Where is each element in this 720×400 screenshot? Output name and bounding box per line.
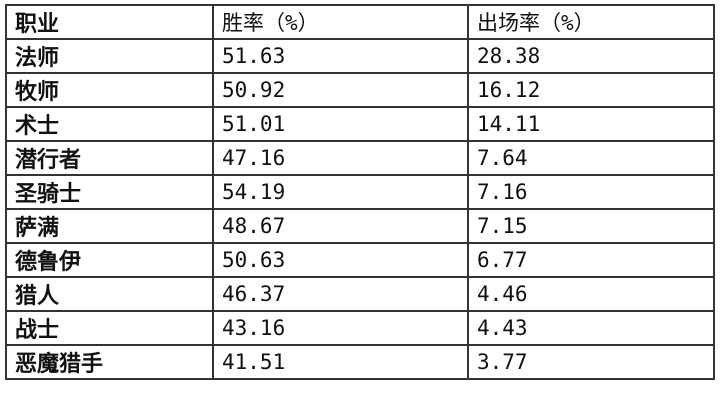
win-rate-cell: 48.67 xyxy=(212,208,469,244)
class-name-cell: 法师 xyxy=(5,38,214,74)
class-name-cell: 萨满 xyxy=(5,208,214,244)
play-rate-cell: 4.43 xyxy=(467,310,715,346)
win-rate-cell: 46.37 xyxy=(212,276,469,312)
header-play-rate: 出场率（%） xyxy=(467,4,715,40)
class-name-cell: 猎人 xyxy=(5,276,214,312)
header-row: 职业 胜率（%） 出场率（%） xyxy=(5,4,715,40)
table-row: 战士 43.16 4.43 xyxy=(5,310,715,346)
header-win-rate: 胜率（%） xyxy=(212,4,469,40)
win-rate-cell: 50.63 xyxy=(212,242,469,278)
class-stats-table: 职业 胜率（%） 出场率（%） 法师 51.63 28.38 牧师 50.92 16.12… xyxy=(5,4,715,380)
table-row: 法师 51.63 28.38 xyxy=(5,38,715,74)
table-row: 恶魔猎手 41.51 3.77 xyxy=(5,344,715,380)
table-row: 潜行者 47.16 7.64 xyxy=(5,140,715,176)
play-rate-cell: 3.77 xyxy=(467,344,715,380)
class-name-cell: 德鲁伊 xyxy=(5,242,214,278)
win-rate-cell: 50.92 xyxy=(212,72,469,108)
header-class: 职业 xyxy=(5,4,214,40)
play-rate-cell: 7.64 xyxy=(467,140,715,176)
play-rate-cell: 16.12 xyxy=(467,72,715,108)
table-row: 猎人 46.37 4.46 xyxy=(5,276,715,312)
win-rate-cell: 54.19 xyxy=(212,174,469,210)
table-row: 术士 51.01 14.11 xyxy=(5,106,715,142)
play-rate-cell: 7.16 xyxy=(467,174,715,210)
win-rate-cell: 47.16 xyxy=(212,140,469,176)
play-rate-cell: 6.77 xyxy=(467,242,715,278)
table-row: 圣骑士 54.19 7.16 xyxy=(5,174,715,210)
table-row: 德鲁伊 50.63 6.77 xyxy=(5,242,715,278)
class-name-cell: 战士 xyxy=(5,310,214,346)
class-name-cell: 恶魔猎手 xyxy=(5,344,214,380)
play-rate-cell: 28.38 xyxy=(467,38,715,74)
class-name-cell: 术士 xyxy=(5,106,214,142)
class-name-cell: 潜行者 xyxy=(5,140,214,176)
class-name-cell: 圣骑士 xyxy=(5,174,214,210)
win-rate-cell: 51.01 xyxy=(212,106,469,142)
win-rate-cell: 51.63 xyxy=(212,38,469,74)
table-row: 牧师 50.92 16.12 xyxy=(5,72,715,108)
class-name-cell: 牧师 xyxy=(5,72,214,108)
play-rate-cell: 7.15 xyxy=(467,208,715,244)
play-rate-cell: 4.46 xyxy=(467,276,715,312)
win-rate-cell: 43.16 xyxy=(212,310,469,346)
table-row: 萨满 48.67 7.15 xyxy=(5,208,715,244)
play-rate-cell: 14.11 xyxy=(467,106,715,142)
win-rate-cell: 41.51 xyxy=(212,344,469,380)
